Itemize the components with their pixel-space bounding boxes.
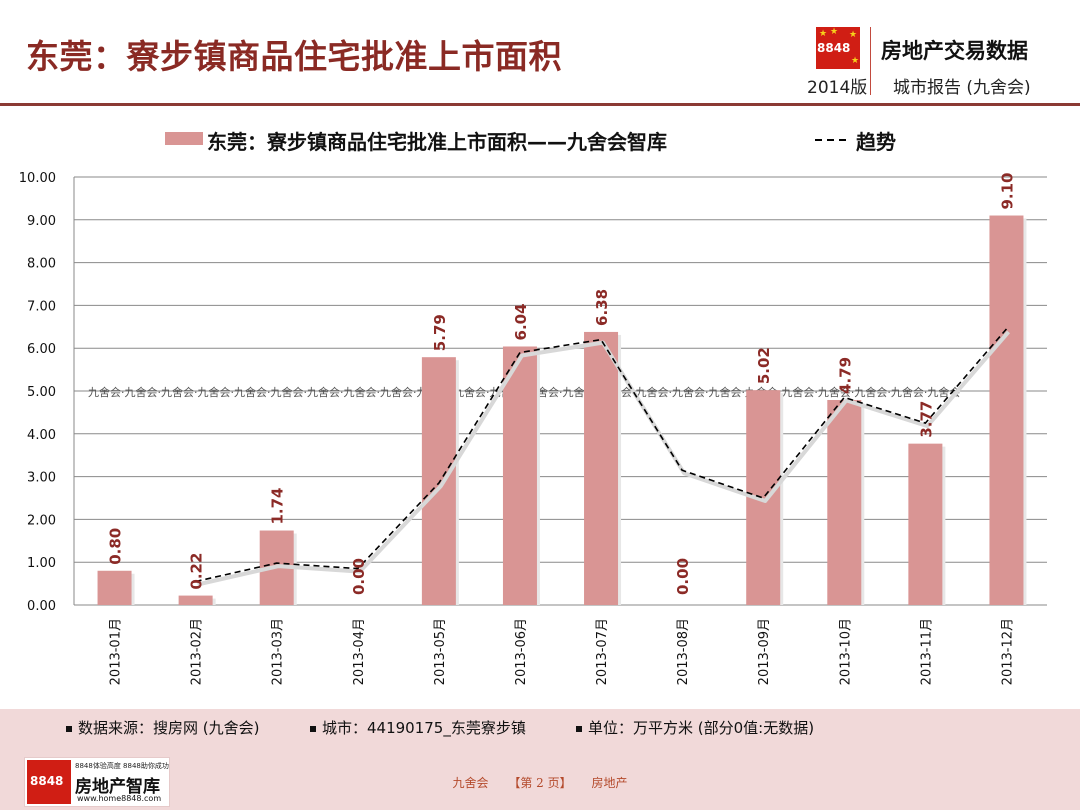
brand-subtitle: 城市报告 (九舍会) (893, 78, 1031, 98)
x-tick-label: 2013-10月 (838, 618, 853, 685)
data-labels: 0.80 0.22 1.74 0.00 5.79 6.04 6.38 0.00 5.02 4.79… (107, 173, 1017, 595)
legend-label-trend: 趋势 (856, 130, 896, 154)
footer-logo-url: www.home8848.com (77, 794, 162, 803)
data-label: 5.02 (755, 347, 773, 384)
header-rule (0, 103, 1080, 106)
data-label: 1.74 (269, 488, 287, 525)
data-label: 4.79 (836, 357, 854, 394)
bullet-icon (576, 725, 582, 732)
bar (584, 331, 619, 605)
footer-logo-tagline: 8848体验高度 8848助你成功 (75, 762, 169, 770)
brand-divider (870, 27, 871, 95)
trend-series (195, 328, 1011, 587)
x-tick-label: 2013-07月 (595, 618, 610, 685)
header: 东莞：寮步镇商品住宅批准上市面积 ★ ★ ★ ★ 8848 2014版 房地产交… (0, 0, 1080, 108)
x-tick-label: 2013-01月 (109, 618, 124, 685)
data-label: 0.00 (350, 558, 368, 595)
y-tick-label: 5.00 (27, 385, 56, 400)
footer-logo: 8848 8848体验高度 8848助你成功 房地产智库 www.home884… (24, 757, 170, 807)
bar (908, 443, 943, 605)
data-label: 3.77 (917, 401, 935, 438)
data-label: 6.04 (512, 303, 530, 340)
bar (421, 357, 456, 605)
x-tick-label: 2013-08月 (676, 618, 691, 685)
y-tick-label: 10.00 (19, 171, 56, 186)
page-number: 【第 2 页】 (508, 776, 572, 790)
city-text: 城市：44190175_东莞寮步镇 (322, 719, 526, 737)
chart: 东莞：寮步镇商品住宅批准上市面积——九舍会智库 趋势 0.00 1.00 2.00 3… (19, 130, 1047, 685)
y-tick-label: 8.00 (27, 257, 56, 272)
star-icon: ★ (849, 30, 858, 40)
brand-name: 房地产交易数据 (881, 39, 1028, 63)
y-tick-label: 0.00 (27, 599, 56, 614)
unit-note: 单位：万平方米 (部分0值:无数据) (576, 717, 814, 738)
logo-number: 8848 (817, 41, 851, 55)
brand-logo: ★ ★ ★ ★ 8848 (816, 27, 860, 69)
star-icon: ★ (819, 29, 828, 39)
x-axis-ticks: 2013-01月 2013-02月 2013-03月 2013-04月 2013-05月… (109, 618, 1016, 685)
x-tick-label: 2013-02月 (190, 618, 205, 685)
trend-line (195, 328, 1008, 583)
x-tick-label: 2013-09月 (757, 618, 772, 685)
unit-text: 单位：万平方米 (部分0值:无数据) (588, 719, 815, 737)
y-tick-label: 2.00 (27, 513, 56, 528)
chart-grid (73, 176, 1047, 606)
bar (827, 399, 862, 605)
legend-swatch-bars (165, 132, 203, 145)
y-tick-label: 4.00 (27, 428, 56, 443)
footer-left-text: 九舍会 (452, 776, 489, 790)
bullet-icon (66, 725, 72, 732)
x-tick-label: 2013-11月 (919, 618, 934, 685)
bar (989, 215, 1024, 605)
x-tick-label: 2013-12月 (1000, 618, 1015, 685)
x-tick-label: 2013-05月 (433, 618, 448, 685)
bullet-icon (310, 725, 316, 732)
y-tick-label: 3.00 (27, 471, 56, 486)
footer-band (0, 709, 1080, 810)
page-footer: 九舍会 【第 2 页】 房地产 (0, 774, 1080, 791)
bar (97, 570, 132, 605)
chart-legend: 东莞：寮步镇商品住宅批准上市面积——九舍会智库 趋势 (165, 130, 896, 154)
star-icon: ★ (851, 56, 860, 66)
source-text: 数据来源：搜房网 (九舍会) (78, 719, 260, 737)
page-title: 东莞：寮步镇商品住宅批准上市面积 (26, 37, 562, 76)
city-note: 城市：44190175_东莞寮步镇 (310, 717, 526, 738)
y-tick-label: 7.00 (27, 299, 56, 314)
data-label: 0.80 (107, 528, 125, 565)
data-label: 0.22 (188, 553, 206, 590)
y-tick-label: 9.00 (27, 214, 56, 229)
star-icon: ★ (830, 27, 839, 37)
data-label: 5.79 (431, 314, 449, 351)
edition-year: 2014版 (807, 78, 868, 98)
y-tick-label: 1.00 (27, 556, 56, 571)
source-note: 数据来源：搜房网 (九舍会) (66, 717, 259, 738)
footer-logo-mark: 8848 (27, 760, 71, 804)
data-label: 0.00 (674, 558, 692, 595)
data-label: 6.38 (593, 289, 611, 326)
bar (502, 346, 537, 605)
footer-right-text: 房地产 (591, 776, 628, 790)
x-tick-label: 2013-04月 (352, 618, 367, 685)
legend-label-bars: 东莞：寮步镇商品住宅批准上市面积——九舍会智库 (207, 130, 667, 154)
footer-logo-number: 8848 (30, 774, 64, 788)
y-tick-label: 6.00 (27, 342, 56, 357)
x-tick-label: 2013-03月 (271, 618, 286, 685)
y-axis-ticks: 0.00 1.00 2.00 3.00 4.00 5.00 6.00 7.00 8.00 9.00… (19, 171, 56, 614)
data-label: 9.10 (998, 173, 1016, 210)
footer-logo-name: 房地产智库 (75, 777, 160, 797)
x-tick-label: 2013-06月 (514, 618, 529, 685)
bar (178, 595, 213, 605)
